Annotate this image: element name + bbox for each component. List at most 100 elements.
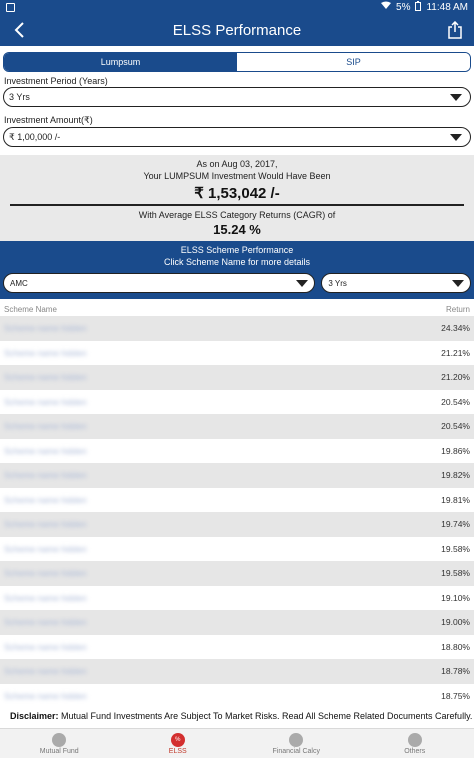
scheme-name-blurred[interactable]: Scheme name hidden [4, 666, 87, 677]
scheme-name-blurred[interactable]: Scheme name hidden [4, 592, 87, 603]
period-filter-select[interactable]: 3 Yrs [321, 273, 471, 293]
scheme-return: 19.86% [441, 445, 470, 456]
nav-label: Others [404, 747, 426, 755]
battery-icon [415, 0, 422, 14]
disclaimer-text: Mutual Fund Investments Are Subject To M… [61, 711, 473, 721]
scheme-name-blurred[interactable]: Scheme name hidden [4, 445, 87, 456]
scheme-name-blurred[interactable]: Scheme name hidden [4, 543, 87, 554]
result-cagr-value: 15.24 % [213, 222, 261, 237]
scheme-name-blurred[interactable]: Scheme name hidden [4, 470, 87, 481]
table-row[interactable]: Scheme name hidden 19.10% [0, 585, 474, 610]
elss-percent-icon: % [170, 732, 185, 747]
amc-filter-value: AMC [10, 278, 28, 288]
performance-subtitle: Click Scheme Name for more details [163, 257, 311, 267]
investment-period-label: Investment Period (Years) [4, 76, 108, 86]
back-arrow-icon[interactable] [8, 19, 30, 41]
disclaimer-label: Disclaimer: [10, 711, 59, 721]
nav-label: Mutual Fund [39, 747, 79, 755]
scheme-return: 19.74% [441, 519, 470, 530]
scheme-name-blurred[interactable]: Scheme name hidden [4, 396, 87, 407]
table-row[interactable]: Scheme name hidden 19.58% [0, 561, 474, 586]
performance-filters: AMC 3 Yrs [0, 268, 474, 293]
investment-period-select[interactable]: 3 Yrs [3, 87, 471, 107]
scheme-return: 19.58% [441, 543, 470, 554]
table-row[interactable]: Scheme name hidden 18.78% [0, 659, 474, 684]
scheme-return: 18.75% [441, 690, 470, 701]
scheme-name-blurred[interactable]: Scheme name hidden [4, 690, 87, 701]
scheme-return: 18.80% [441, 641, 470, 652]
dropdown-arrow-icon [450, 133, 462, 141]
table-row[interactable]: Scheme name hidden 19.74% [0, 512, 474, 537]
column-scheme-name: Scheme Name [4, 305, 57, 314]
table-row[interactable]: Scheme name hidden 19.82% [0, 463, 474, 488]
nav-label: ELSS [168, 747, 187, 755]
table-row[interactable]: Scheme name hidden 20.54% [0, 389, 474, 414]
table-row[interactable]: Scheme name hidden 21.20% [0, 365, 474, 390]
table-header: Scheme Name Return [0, 299, 474, 316]
investment-type-tabs: Lumpsum SIP [3, 52, 471, 72]
nav-item-elss[interactable]: % ELSS [119, 729, 238, 758]
disclaimer: Disclaimer: Mutual Fund Investments Are … [0, 708, 474, 728]
battery-percent: 5% [396, 1, 411, 13]
status-left [6, 2, 15, 12]
performance-title: ELSS Scheme Performance [180, 245, 294, 255]
scheme-name-blurred[interactable]: Scheme name hidden [4, 323, 87, 334]
column-return: Return [445, 305, 470, 314]
table-row[interactable]: Scheme name hidden 19.86% [0, 438, 474, 463]
result-description: Your LUMPSUM Investment Would Have Been [143, 171, 331, 181]
status-time: 11:48 AM [426, 1, 468, 13]
tab-lumpsum[interactable]: Lumpsum [4, 53, 237, 71]
dropdown-arrow-icon [296, 279, 309, 287]
investment-amount-label: Investment Amount(₹) [4, 115, 93, 125]
nav-item-financial-calcy[interactable]: Financial Calcy [237, 729, 356, 758]
image-notification-icon [6, 2, 15, 12]
scheme-name-blurred[interactable]: Scheme name hidden [4, 568, 87, 579]
table-row[interactable]: Scheme name hidden 19.58% [0, 536, 474, 561]
app-bar: ELSS Performance [0, 14, 474, 46]
scheme-name-blurred[interactable]: Scheme name hidden [4, 641, 87, 652]
scheme-return: 20.54% [441, 396, 470, 407]
scheme-name-blurred[interactable]: Scheme name hidden [4, 347, 87, 358]
scheme-name-blurred[interactable]: Scheme name hidden [4, 617, 87, 628]
scheme-name-blurred[interactable]: Scheme name hidden [4, 372, 87, 383]
result-amount: ₹ 1,53,042 /- [194, 185, 280, 202]
scheme-return: 19.00% [441, 617, 470, 628]
table-row[interactable]: Scheme name hidden 20.54% [0, 414, 474, 439]
scheme-return: 21.21% [441, 347, 470, 358]
status-bar: 5% 11:48 AM [0, 0, 474, 14]
table-row[interactable]: Scheme name hidden 21.21% [0, 340, 474, 365]
scheme-return: 19.82% [441, 470, 470, 481]
table-row[interactable]: Scheme name hidden 19.00% [0, 610, 474, 635]
table-row[interactable]: Scheme name hidden 19.81% [0, 487, 474, 512]
tab-sip[interactable]: SIP [237, 53, 470, 71]
scheme-return: 19.81% [441, 494, 470, 505]
person-icon [407, 732, 422, 747]
scheme-name-blurred[interactable]: Scheme name hidden [4, 421, 87, 432]
table-row[interactable]: Scheme name hidden 18.80% [0, 634, 474, 659]
nav-item-others[interactable]: Others [356, 729, 474, 758]
dropdown-arrow-icon [452, 279, 464, 287]
result-divider [10, 204, 464, 206]
result-date: As on Aug 03, 2017, [196, 159, 278, 169]
table-row[interactable]: Scheme name hidden 24.34% [0, 316, 474, 341]
amc-filter-select[interactable]: AMC [3, 273, 316, 293]
nav-item-mutual-fund[interactable]: Mutual Fund [0, 729, 119, 758]
bottom-navigation: Mutual Fund% ELSS Financial Calcy Others [0, 728, 474, 758]
result-panel: As on Aug 03, 2017, Your LUMPSUM Investm… [0, 155, 474, 241]
scheme-return: 24.34% [441, 323, 470, 334]
investment-period-value: 3 Yrs [9, 92, 30, 102]
nav-label: Financial Calcy [272, 747, 320, 755]
result-cagr-label: With Average ELSS Category Returns (CAGR… [138, 210, 336, 220]
table-row[interactable]: Scheme name hidden 18.75% [0, 683, 474, 708]
scheme-list: Scheme name hidden 24.34% Scheme name hidd… [0, 316, 474, 708]
page-title: ELSS Performance [172, 21, 302, 39]
scheme-return: 21.20% [441, 372, 470, 383]
performance-header: ELSS Scheme Performance Click Scheme Nam… [0, 241, 474, 299]
scheme-return: 19.58% [441, 568, 470, 579]
investment-amount-select[interactable]: ₹ 1,00,000 /- [3, 127, 471, 147]
scheme-name-blurred[interactable]: Scheme name hidden [4, 519, 87, 530]
calculator-icon [289, 732, 304, 747]
scheme-name-blurred[interactable]: Scheme name hidden [4, 494, 87, 505]
dropdown-arrow-icon [450, 93, 462, 101]
share-icon[interactable] [444, 19, 466, 41]
